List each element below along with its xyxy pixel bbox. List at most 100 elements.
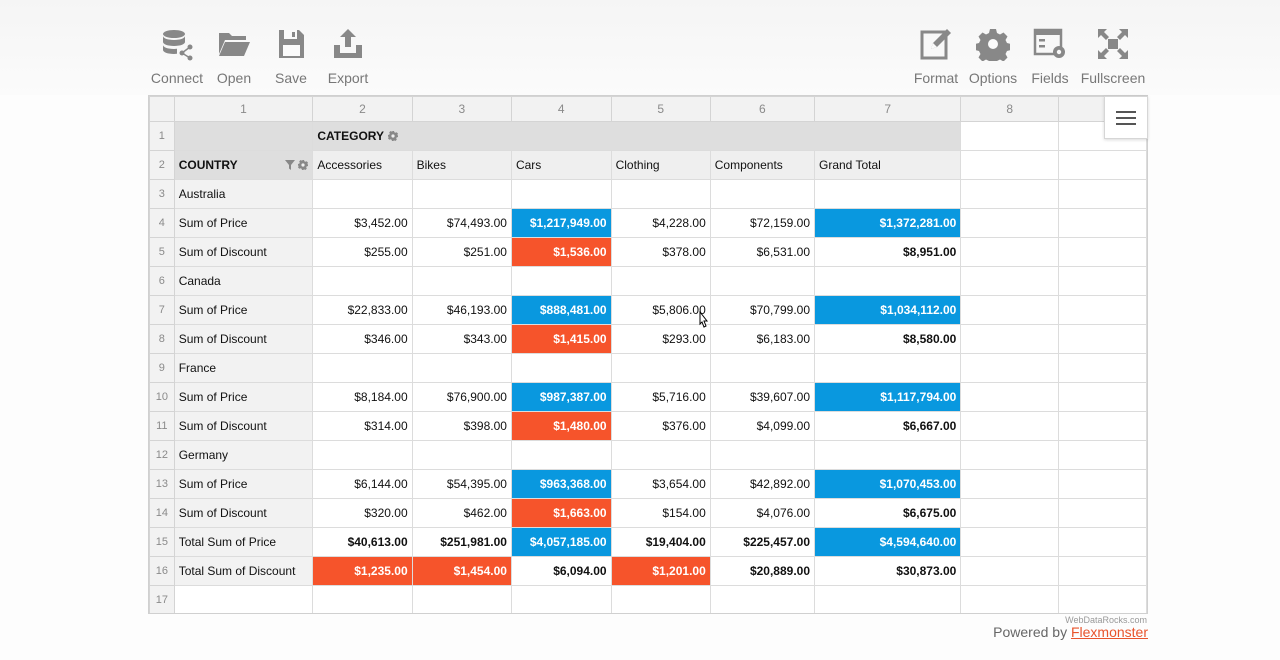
value-cell[interactable]: $154.00 [610, 498, 711, 528]
value-cell[interactable]: $5,806.00 [610, 295, 711, 325]
value-cell[interactable]: $987,387.00 [510, 382, 612, 412]
value-cell[interactable]: $6,667.00 [813, 411, 962, 441]
category-label[interactable]: Grand Total [813, 150, 962, 180]
country-label[interactable]: France [173, 353, 314, 383]
value-cell[interactable]: $4,228.00 [610, 208, 711, 238]
column-number: 7 [813, 96, 962, 122]
category-label[interactable]: Clothing [610, 150, 711, 180]
value-cell[interactable]: $4,594,640.00 [813, 527, 962, 557]
value-cell[interactable]: $1,372,281.00 [813, 208, 962, 238]
value-cell[interactable]: $251,981.00 [411, 527, 512, 557]
value-cell[interactable]: $72,159.00 [709, 208, 816, 238]
value-cell[interactable]: $74,493.00 [411, 208, 512, 238]
value-cell[interactable]: $1,034,112.00 [813, 295, 962, 325]
value-cell[interactable]: $4,076.00 [709, 498, 816, 528]
value-cell[interactable]: $346.00 [312, 324, 413, 354]
category-label[interactable]: Bikes [411, 150, 512, 180]
measure-label[interactable]: Total Sum of Discount [173, 556, 314, 586]
value-cell[interactable]: $1,217,949.00 [510, 208, 612, 238]
value-cell[interactable]: $376.00 [610, 411, 711, 441]
value-cell[interactable]: $6,531.00 [709, 237, 816, 267]
measure-label[interactable]: Sum of Discount [173, 498, 314, 528]
measure-label[interactable]: Sum of Price [173, 469, 314, 499]
country-label[interactable]: Germany [173, 440, 314, 470]
value-cell[interactable]: $398.00 [411, 411, 512, 441]
value-cell[interactable]: $378.00 [610, 237, 711, 267]
value-cell[interactable]: $4,099.00 [709, 411, 816, 441]
category-label[interactable]: Accessories [312, 150, 413, 180]
value-cell[interactable]: $320.00 [312, 498, 413, 528]
measure-label[interactable]: Sum of Price [173, 295, 314, 325]
value-cell[interactable]: $30,873.00 [813, 556, 962, 586]
empty-cell [173, 585, 314, 613]
value-cell[interactable]: $19,404.00 [610, 527, 711, 557]
gear-icon[interactable] [388, 131, 398, 141]
grid-menu-button[interactable] [1104, 96, 1148, 139]
measure-label[interactable]: Total Sum of Price [173, 527, 314, 557]
total-row: 15 Total Sum of Price $40,613.00 $251,981.0… [149, 527, 1147, 557]
country-label[interactable]: Australia [173, 179, 314, 209]
value-cell[interactable]: $6,144.00 [312, 469, 413, 499]
value-cell[interactable]: $8,184.00 [312, 382, 413, 412]
measure-label[interactable]: Sum of Price [173, 382, 314, 412]
export-button[interactable]: Export [318, 24, 378, 88]
country-header[interactable]: COUNTRY [173, 150, 314, 180]
value-cell[interactable]: $20,889.00 [709, 556, 816, 586]
value-cell[interactable]: $1,663.00 [510, 498, 612, 528]
measure-label[interactable]: Sum of Discount [173, 237, 314, 267]
empty-cell [960, 469, 1060, 499]
connect-button[interactable]: Connect [147, 24, 207, 88]
value-cell[interactable]: $40,613.00 [312, 527, 413, 557]
fullscreen-button[interactable]: Fullscreen [1081, 24, 1145, 88]
value-cell[interactable]: $963,368.00 [510, 469, 612, 499]
value-cell[interactable]: $1,117,794.00 [813, 382, 962, 412]
value-cell[interactable]: $8,951.00 [813, 237, 962, 267]
category-label[interactable]: Components [709, 150, 816, 180]
value-cell[interactable]: $1,536.00 [510, 237, 612, 267]
value-cell[interactable]: $225,457.00 [709, 527, 816, 557]
value-cell[interactable]: $1,480.00 [510, 411, 612, 441]
save-button[interactable]: Save [261, 24, 321, 88]
value-cell[interactable]: $70,799.00 [709, 295, 816, 325]
options-button[interactable]: Options [963, 24, 1023, 88]
value-cell[interactable]: $22,833.00 [312, 295, 413, 325]
value-cell[interactable]: $1,070,453.00 [813, 469, 962, 499]
value-cell[interactable]: $42,892.00 [709, 469, 816, 499]
value-cell[interactable]: $6,675.00 [813, 498, 962, 528]
value-cell[interactable]: $1,454.00 [411, 556, 512, 586]
value-cell[interactable]: $462.00 [411, 498, 512, 528]
fields-button[interactable]: Fields [1020, 24, 1080, 88]
value-cell[interactable]: $1,415.00 [510, 324, 612, 354]
value-cell[interactable]: $1,201.00 [610, 556, 711, 586]
value-cell[interactable]: $5,716.00 [610, 382, 711, 412]
value-cell[interactable]: $3,452.00 [312, 208, 413, 238]
measure-label[interactable]: Sum of Discount [173, 324, 314, 354]
value-cell[interactable]: $46,193.00 [411, 295, 512, 325]
value-cell[interactable]: $8,580.00 [813, 324, 962, 354]
value-cell[interactable]: $1,235.00 [312, 556, 413, 586]
filter-icon[interactable] [285, 160, 296, 170]
value-cell[interactable]: $4,057,185.00 [510, 527, 612, 557]
empty-cell [1058, 556, 1147, 586]
category-label[interactable]: Cars [510, 150, 612, 180]
value-cell[interactable]: $314.00 [312, 411, 413, 441]
country-label[interactable]: Canada [173, 266, 314, 296]
value-cell[interactable]: $39,607.00 [709, 382, 816, 412]
gear-icon[interactable] [298, 160, 309, 170]
category-header[interactable]: CATEGORY [312, 121, 962, 151]
corner-cell [149, 96, 175, 122]
value-cell[interactable]: $3,654.00 [610, 469, 711, 499]
value-cell[interactable]: $251.00 [411, 237, 512, 267]
value-cell[interactable]: $6,183.00 [709, 324, 816, 354]
value-cell[interactable]: $54,395.00 [411, 469, 512, 499]
format-button[interactable]: Format [906, 24, 966, 88]
value-cell[interactable]: $343.00 [411, 324, 512, 354]
value-cell[interactable]: $76,900.00 [411, 382, 512, 412]
value-cell[interactable]: $888,481.00 [510, 295, 612, 325]
measure-label[interactable]: Sum of Discount [173, 411, 314, 441]
open-button[interactable]: Open [204, 24, 264, 88]
value-cell[interactable]: $6,094.00 [510, 556, 612, 586]
measure-label[interactable]: Sum of Price [173, 208, 314, 238]
flexmonster-link[interactable]: Flexmonster [1070, 624, 1148, 640]
value-cell[interactable]: $255.00 [312, 237, 413, 267]
